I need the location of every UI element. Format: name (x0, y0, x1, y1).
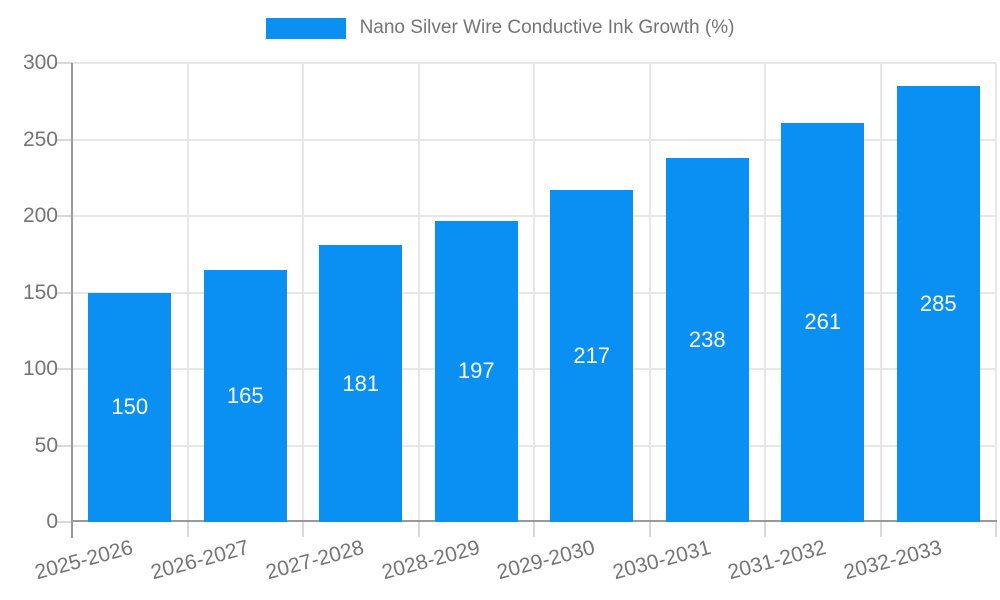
legend: Nano Silver Wire Conductive Ink Growth (… (0, 17, 1000, 39)
y-axis-tick-label: 150 (22, 280, 58, 304)
legend-label[interactable]: Nano Silver Wire Conductive Ink Growth (… (359, 17, 735, 38)
x-axis-tick-label: 2027-2028 (263, 536, 367, 585)
x-axis-tick-label: 2030-2031 (610, 536, 714, 585)
x-gridline (648, 63, 651, 520)
bar[interactable]: 261 (781, 122, 865, 522)
bar-value-label: 181 (342, 370, 380, 396)
bar-value-label: 238 (688, 326, 726, 352)
x-axis-tick-label: 2032-2033 (841, 536, 945, 585)
x-axis-tick-label: 2031-2032 (725, 536, 829, 585)
bar-value-label: 285 (919, 290, 957, 316)
x-gridline (186, 63, 189, 520)
bar[interactable]: 285 (896, 85, 980, 522)
x-gridline (879, 63, 882, 520)
y-axis-tick-label: 300 (22, 51, 58, 74)
y-axis-tick-label: 0 (46, 510, 58, 533)
legend-swatch[interactable] (265, 17, 346, 39)
y-tick-mark (57, 444, 72, 447)
x-gridline (764, 63, 766, 520)
y-tick-mark (57, 291, 72, 294)
bar[interactable]: 217 (550, 189, 634, 522)
x-gridline (417, 63, 420, 520)
y-tick-mark (57, 368, 72, 370)
bar[interactable]: 181 (319, 245, 403, 522)
y-axis-tick-label: 50 (34, 433, 58, 457)
bar-value-label: 197 (457, 358, 495, 384)
bar[interactable]: 238 (665, 157, 749, 522)
y-tick-mark (57, 138, 72, 141)
x-tick-mark (302, 522, 304, 537)
x-axis-tick-label: 2025-2026 (32, 536, 136, 585)
y-tick-mark (57, 215, 72, 217)
y-axis-tick-label: 100 (22, 357, 58, 380)
x-tick-mark (764, 522, 766, 537)
bar[interactable]: 165 (203, 269, 287, 522)
x-gridline (533, 63, 535, 520)
x-axis-line (71, 520, 997, 522)
y-tick-mark (57, 62, 72, 64)
bar[interactable]: 150 (88, 292, 172, 522)
y-axis-line (71, 63, 73, 538)
x-tick-mark (995, 522, 997, 537)
bar-value-label: 261 (804, 309, 842, 335)
bar-value-label: 217 (573, 342, 611, 368)
y-tick-mark (57, 521, 72, 523)
x-tick-mark (186, 522, 189, 537)
y-axis-tick-label: 200 (22, 204, 58, 227)
bar-value-label: 150 (111, 394, 149, 420)
x-axis-tick-label: 2029-2030 (494, 536, 598, 585)
x-tick-mark (879, 522, 882, 537)
y-axis-tick-label: 250 (22, 127, 58, 151)
x-tick-mark (533, 522, 535, 537)
bar[interactable]: 197 (434, 220, 518, 522)
x-gridline (302, 63, 304, 520)
x-axis-tick-label: 2028-2029 (379, 536, 483, 585)
x-tick-mark (417, 522, 420, 537)
x-axis-tick-label: 2026-2027 (148, 536, 252, 585)
bar-value-label: 165 (226, 382, 264, 408)
x-tick-mark (648, 522, 651, 537)
x-gridline (995, 63, 997, 520)
